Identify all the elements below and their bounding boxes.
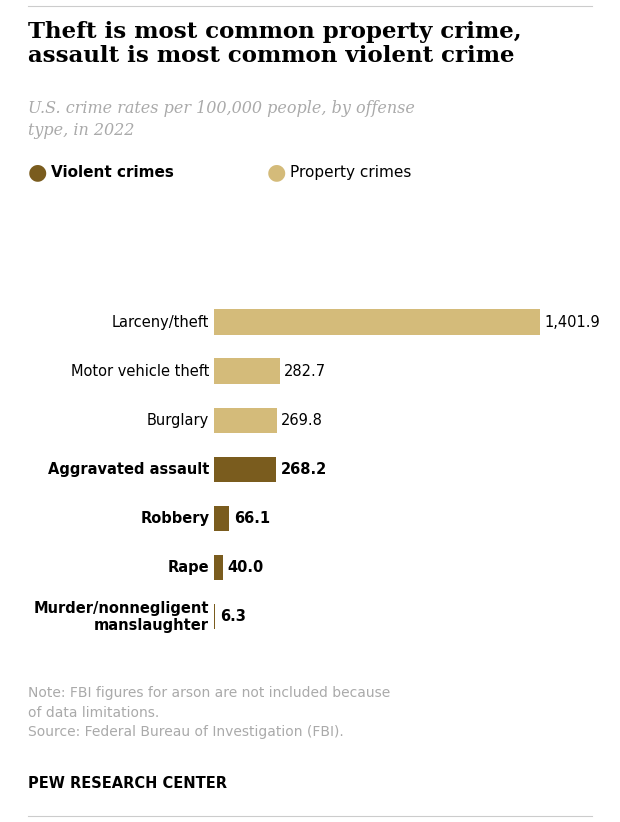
Text: Aggravated assault: Aggravated assault xyxy=(48,462,209,477)
Text: 268.2: 268.2 xyxy=(281,462,327,477)
Text: Burglary: Burglary xyxy=(147,413,209,427)
Bar xyxy=(214,604,215,630)
Text: 269.8: 269.8 xyxy=(281,413,323,427)
Text: Motor vehicle theft: Motor vehicle theft xyxy=(71,363,209,379)
Text: Rape: Rape xyxy=(167,560,209,575)
Text: ●: ● xyxy=(28,163,47,182)
Bar xyxy=(214,358,280,384)
Text: Robbery: Robbery xyxy=(140,511,209,526)
Bar xyxy=(214,506,229,531)
Text: Note: FBI figures for arson are not included because
of data limitations.
Source: Note: FBI figures for arson are not incl… xyxy=(28,686,390,739)
Bar xyxy=(214,309,540,335)
Text: ●: ● xyxy=(267,163,286,182)
Bar xyxy=(214,408,277,433)
Text: Violent crimes: Violent crimes xyxy=(51,165,174,180)
Text: Murder/nonnegligent
manslaughter: Murder/nonnegligent manslaughter xyxy=(33,601,209,633)
Text: Property crimes: Property crimes xyxy=(290,165,412,180)
Text: 6.3: 6.3 xyxy=(220,609,246,624)
Text: U.S. crime rates per 100,000 people, by offense
type, in 2022: U.S. crime rates per 100,000 people, by … xyxy=(28,100,415,139)
Text: 40.0: 40.0 xyxy=(228,560,264,575)
Bar xyxy=(214,555,223,580)
Text: Larceny/theft: Larceny/theft xyxy=(112,315,209,330)
Text: 282.7: 282.7 xyxy=(285,363,326,379)
Text: 66.1: 66.1 xyxy=(234,511,270,526)
Bar xyxy=(214,457,277,483)
Text: 1,401.9: 1,401.9 xyxy=(544,315,600,330)
Text: Theft is most common property crime,
assault is most common violent crime: Theft is most common property crime, ass… xyxy=(28,21,521,67)
Text: PEW RESEARCH CENTER: PEW RESEARCH CENTER xyxy=(28,776,227,791)
